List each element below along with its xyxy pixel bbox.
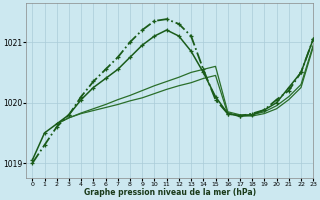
X-axis label: Graphe pression niveau de la mer (hPa): Graphe pression niveau de la mer (hPa) (84, 188, 256, 197)
